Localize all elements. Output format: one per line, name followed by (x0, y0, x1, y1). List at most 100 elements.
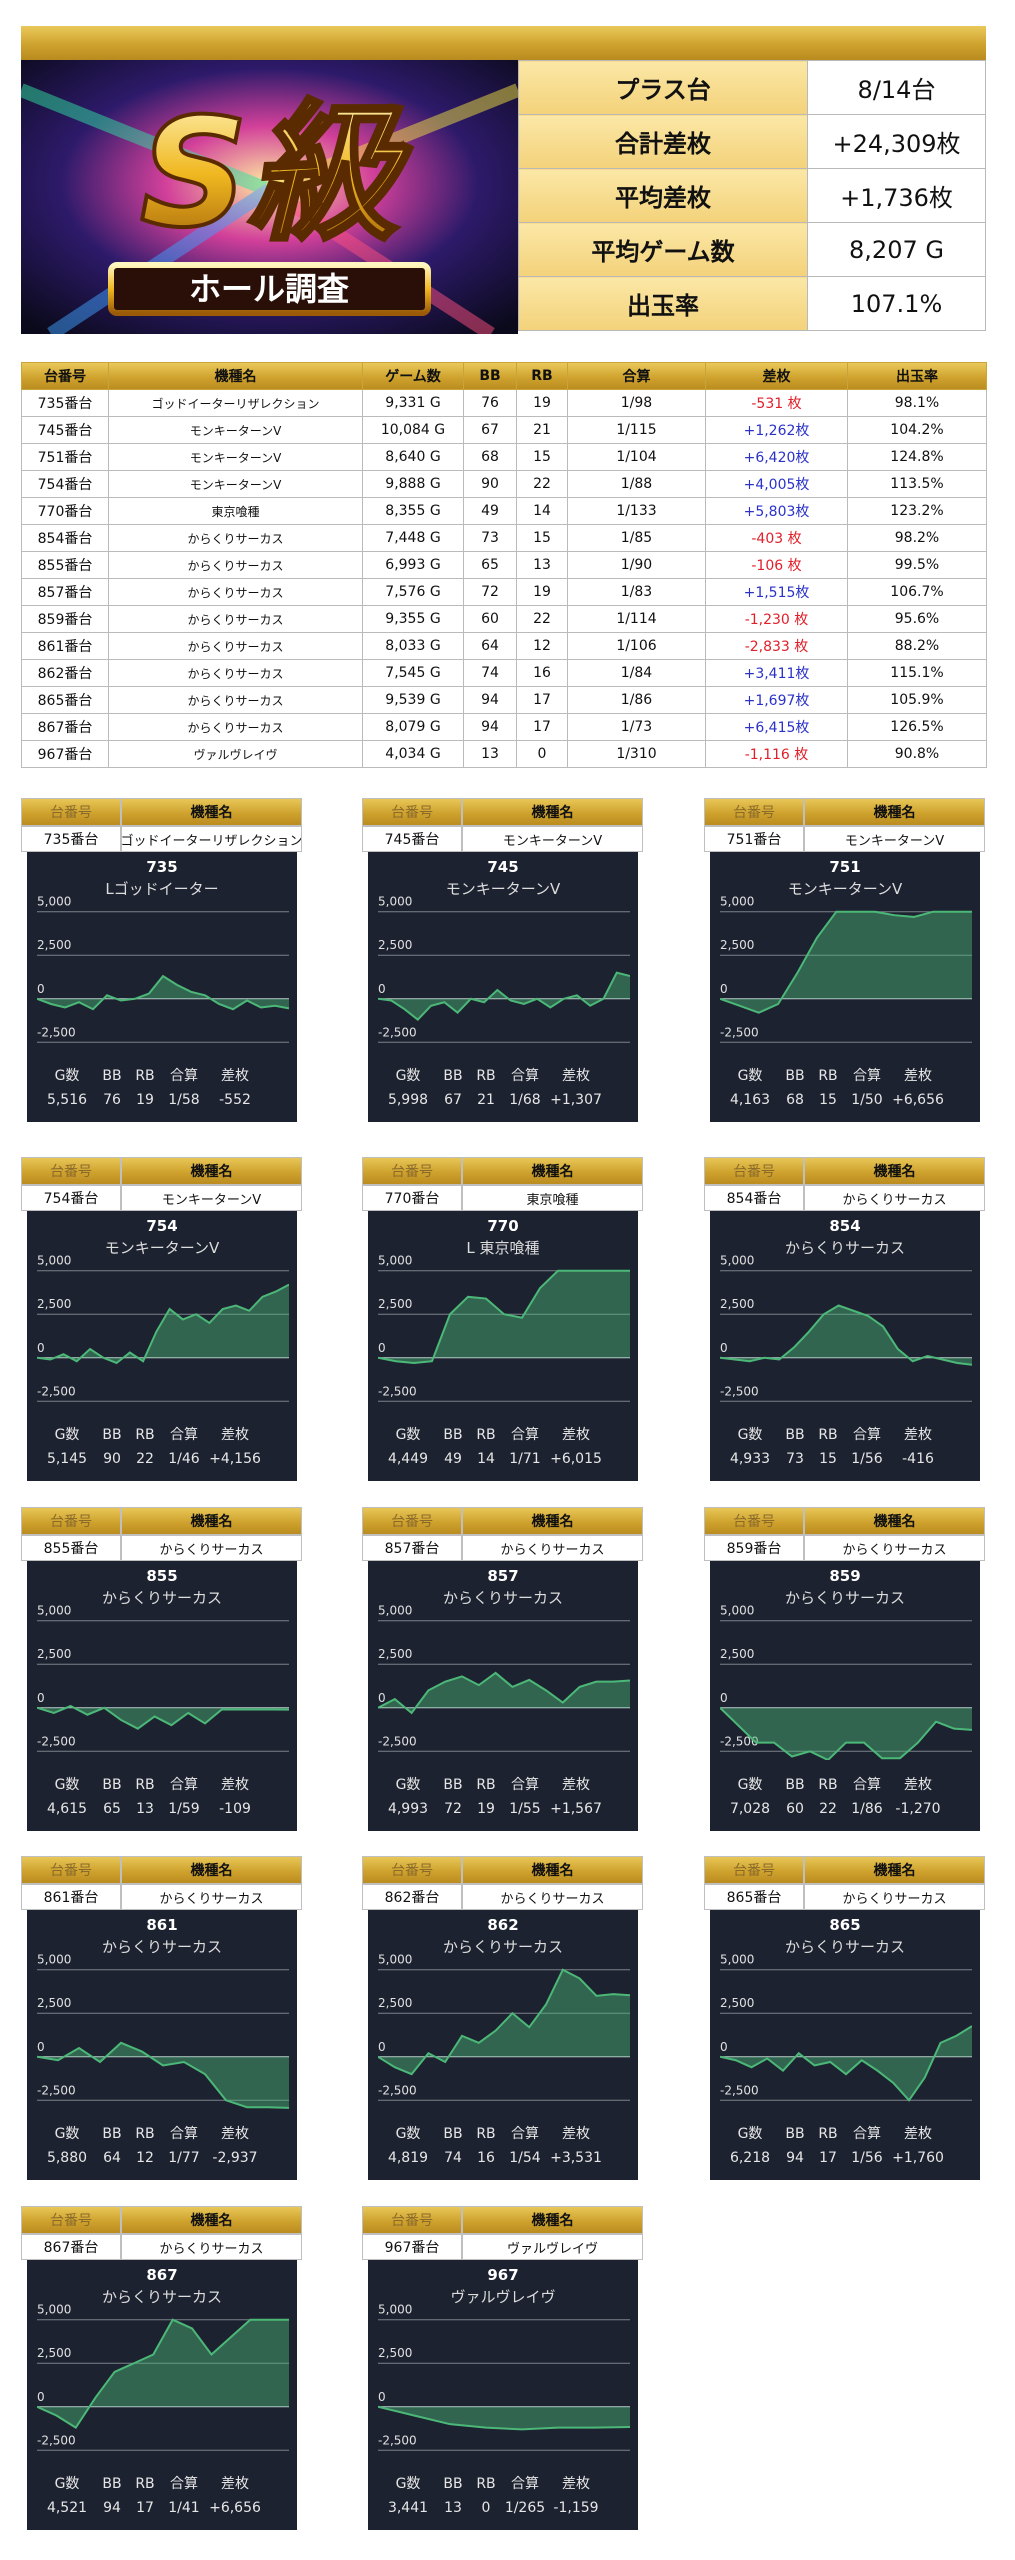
y-tick-label: 2,500 (378, 1996, 412, 2010)
table-cell: 855番台 (21, 551, 109, 579)
chart-panel: 859 からくりサーカス 5,000 2,500 0 -2,500 G数 7,028 BB 60 R… (710, 1561, 980, 1831)
stat-label: 差枚 (562, 2476, 590, 2492)
table-cell: 867番台 (21, 713, 109, 741)
stat-value: 5,880 (47, 2150, 87, 2166)
panel-bg (710, 852, 980, 1122)
area-fill (37, 2042, 289, 2108)
stat-label: BB (785, 1777, 804, 1793)
summary-row: 出玉率 107.1% (518, 276, 986, 331)
stat-value: +1,760 (892, 2150, 944, 2166)
stat-label: BB (102, 2126, 121, 2142)
table-cell: 17 (516, 713, 568, 741)
stat-label: BB (443, 2126, 462, 2142)
stat-value: 13 (136, 1801, 154, 1817)
y-tick-label: -2,500 (37, 2433, 76, 2447)
chart-panel: 735 Lゴッドイーター 5,000 2,500 0 -2,500 G数 5,516 BB 76 R… (27, 852, 297, 1122)
stat-value: 49 (444, 1451, 462, 1467)
stat-value: 19 (136, 1092, 154, 1108)
machine-name: からくりサーカス (462, 1884, 643, 1910)
table-cell: 1/88 (567, 470, 706, 498)
stat-label: RB (135, 1777, 154, 1793)
stat-value: 4,163 (730, 1092, 770, 1108)
stat-value: 1/55 (509, 1801, 540, 1817)
machine-name: ヴァルヴレイヴ (462, 2234, 643, 2260)
y-tick-label: -2,500 (37, 1025, 76, 1039)
table-cell: モンキーターンV (108, 470, 363, 498)
stat-value: 4,819 (388, 2150, 428, 2166)
stat-value: +6,656 (892, 1092, 944, 1108)
y-tick-label: -2,500 (720, 1734, 759, 1748)
machine-number: 855番台 (21, 1535, 121, 1561)
table-cell: モンキーターンV (108, 443, 363, 471)
y-tick-label: 2,500 (37, 1647, 71, 1661)
y-tick-label: 0 (720, 1691, 728, 1705)
table-cell: 8,355 G (362, 497, 464, 525)
stat-value: 1/86 (851, 1801, 883, 1817)
stat-label: BB (102, 2476, 121, 2492)
table-cell: 770番台 (21, 497, 109, 525)
chart-panel: 745 モンキーターンV 5,000 2,500 0 -2,500 G数 5,998 BB 67 R… (368, 852, 638, 1122)
machine-card: 台番号 機種名 745番台 モンキーターンV 745 モンキーターンV 5,000 2,500… (362, 798, 643, 1124)
machine-name: からくりサーカス (121, 1535, 302, 1561)
stat-value: +1,307 (550, 1092, 602, 1108)
stat-label: 差枚 (221, 1068, 249, 1084)
table-cell: からくりサーカス (108, 551, 363, 579)
line (378, 2405, 630, 2431)
chart-panel: 861 からくりサーカス 5,000 2,500 0 -2,500 G数 5,880 BB 64 R… (27, 1910, 297, 2180)
card-header: 台番号 機種名 (21, 2206, 302, 2234)
chart-subtitle: からくりサーカス (102, 2288, 222, 2306)
stat-label: 差枚 (904, 2126, 932, 2142)
table-cell: からくりサーカス (108, 632, 363, 660)
panel-bg (27, 1211, 297, 1481)
machine-card: 台番号 機種名 857番台 からくりサーカス 857 からくりサーカス 5,000 2,500… (362, 1507, 643, 1833)
top-bar (21, 26, 986, 60)
stat-value: 94 (103, 2500, 121, 2516)
stat-value: 1/56 (851, 1451, 883, 1467)
stat-value: +1,567 (550, 1801, 602, 1817)
stat-label: 合算 (170, 2126, 198, 2142)
card-name-row: 854番台 からくりサーカス (704, 1185, 985, 1211)
card-name-row: 745番台 モンキーターンV (362, 826, 643, 852)
y-tick-label: 0 (378, 1691, 386, 1705)
stat-label: 合算 (170, 2476, 198, 2492)
y-tick-label: 0 (37, 2390, 45, 2404)
chart-title: 867 (146, 2266, 177, 2284)
chart-subtitle: モンキーターンV (446, 880, 561, 898)
y-tick-label: 5,000 (37, 895, 71, 909)
table-cell: 862番台 (21, 659, 109, 687)
table-cell: 19 (516, 578, 568, 606)
line (720, 2025, 972, 2102)
table-cell: 7,545 G (362, 659, 464, 687)
stat-label: G数 (55, 1427, 80, 1443)
y-tick-label: 0 (378, 2390, 386, 2404)
y-tick-label: 0 (378, 2040, 386, 2054)
card-name-row: 861番台 からくりサーカス (21, 1884, 302, 1910)
y-tick-label: 2,500 (378, 1297, 412, 1311)
stat-label: RB (135, 2126, 154, 2142)
table-cell: 8,640 G (362, 443, 464, 471)
machine-name: からくりサーカス (121, 2234, 302, 2260)
table-cell: からくりサーカス (108, 659, 363, 687)
stat-value: 22 (136, 1451, 154, 1467)
y-tick-label: 5,000 (378, 1254, 412, 1268)
chart-panel: 865 からくりサーカス 5,000 2,500 0 -2,500 G数 6,218 BB 94 R… (710, 1910, 980, 2180)
table-cell: 12 (516, 632, 568, 660)
card-header-label: 機種名 (462, 2206, 643, 2234)
chart-subtitle: モンキーターンV (105, 1239, 220, 1257)
card-header: 台番号 機種名 (704, 1157, 985, 1185)
card-name-row: 857番台 からくりサーカス (362, 1535, 643, 1561)
summary-label: 平均ゲーム数 (518, 222, 808, 277)
stat-value: 1/71 (509, 1451, 540, 1467)
chart-subtitle: からくりサーカス (102, 1938, 222, 1956)
chart-subtitle: からくりサーカス (785, 1938, 905, 1956)
y-tick-label: 5,000 (378, 1953, 412, 1967)
stat-label: G数 (55, 2476, 80, 2492)
table-cell: 67 (463, 416, 517, 444)
y-tick-label: 2,500 (378, 1647, 412, 1661)
stat-label: 差枚 (562, 1427, 590, 1443)
summary-label: 出玉率 (518, 276, 808, 331)
stat-label: BB (785, 1068, 804, 1084)
line (37, 2318, 289, 2430)
chart-title: 735 (146, 858, 177, 876)
table-row: 751番台 モンキーターンV 8,640 G 68 15 1/104 +6,420枚 124.… (21, 443, 987, 471)
